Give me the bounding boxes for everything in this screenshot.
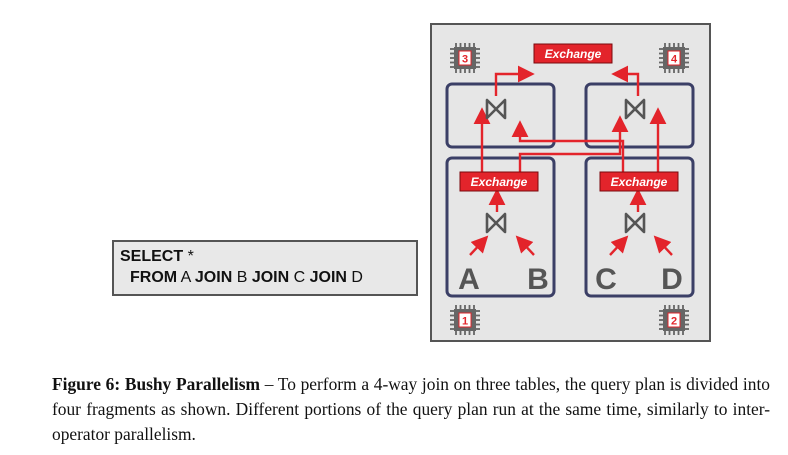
cpu-core-1-icon: 1 [450, 305, 480, 335]
sql-token: D [347, 269, 363, 286]
sql-line-2: FROM A JOIN B JOIN C JOIN D [120, 267, 410, 288]
cpu-core-number: 4 [671, 54, 678, 66]
cpu-core-2-icon: 2 [659, 305, 689, 335]
cpu-core-4-icon: 4 [659, 43, 689, 73]
sql-token: JOIN [310, 269, 347, 286]
sql-token: B [232, 269, 252, 286]
sql-select-list: * [183, 248, 194, 265]
table-a-label: A [458, 263, 480, 296]
table-c-label: C [595, 263, 617, 296]
sql-line-1: SELECT * [120, 246, 410, 267]
sql-token: A [177, 269, 195, 286]
cpu-core-number: 2 [671, 316, 677, 328]
table-d-label: D [661, 263, 683, 296]
exchange-right-label: Exchange [611, 175, 668, 189]
figure-caption: Figure 6: Bushy Parallelism – To perform… [52, 372, 770, 447]
cpu-core-3-icon: 3 [450, 43, 480, 73]
exchange-top-label: Exchange [545, 47, 602, 61]
sql-select-keyword: SELECT [120, 248, 183, 265]
sql-query-box: SELECT * FROM A JOIN B JOIN C JOIN D [112, 240, 418, 296]
exchange-right: Exchange [600, 172, 678, 191]
sql-token: C [289, 269, 309, 286]
caption-label: Figure 6: Bushy Parallelism [52, 374, 260, 394]
exchange-left-label: Exchange [471, 175, 528, 189]
cpu-core-number: 3 [462, 54, 468, 66]
exchange-top: Exchange [534, 44, 612, 63]
sql-token: FROM [130, 269, 177, 286]
sql-token: JOIN [252, 269, 289, 286]
cpu-core-number: 1 [462, 316, 468, 328]
bushy-parallelism-diagram: 3 4 1 2 Exchange Exchange Exchan [0, 0, 788, 360]
table-b-label: B [527, 263, 549, 296]
fragment-top-left [447, 84, 554, 147]
exchange-left: Exchange [460, 172, 538, 191]
fragment-top-right [586, 84, 693, 147]
sql-token: JOIN [195, 269, 232, 286]
